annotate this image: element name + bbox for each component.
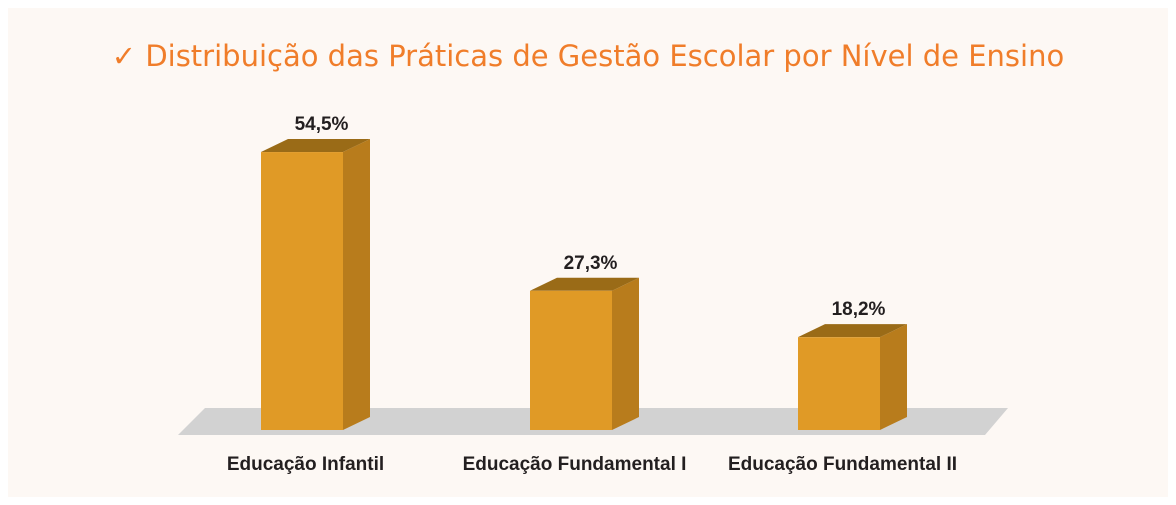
bar-top (798, 324, 907, 338)
data-label: 27,3% (564, 253, 618, 274)
bar-side (343, 139, 370, 431)
bar-top (530, 277, 639, 291)
x-tick-label: Educação Fundamental II (728, 454, 957, 475)
x-tick-label: Educação Infantil (227, 454, 384, 475)
bar-side (612, 277, 639, 430)
bar-front (530, 290, 612, 430)
bar (798, 324, 907, 430)
bar (261, 139, 370, 431)
chart-title: ✓ Distribuição das Práticas de Gestão Es… (112, 39, 1064, 73)
data-label: 54,5% (295, 114, 349, 135)
bar-top (261, 139, 370, 153)
bar-front (798, 337, 880, 430)
bar (530, 277, 639, 430)
x-tick-label: Educação Fundamental I (463, 454, 687, 475)
bar-front (261, 152, 343, 431)
bar-side (880, 324, 907, 430)
data-label: 18,2% (832, 299, 886, 320)
